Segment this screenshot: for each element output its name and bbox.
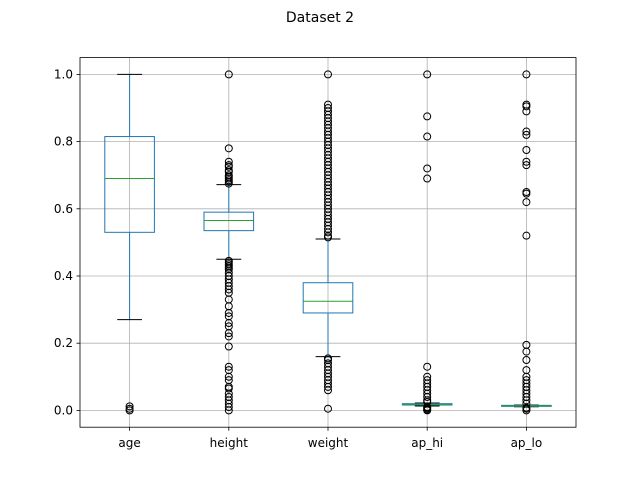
outlier-point: [522, 146, 531, 154]
outlier-point: [522, 198, 531, 207]
outlier-point: [224, 308, 233, 317]
outlier-point: [423, 174, 432, 183]
outlier-point: [423, 392, 432, 401]
outlier-point: [522, 127, 531, 136]
outlier-point: [224, 179, 233, 188]
outlier-point: [224, 144, 233, 153]
box-ap_lo: [501, 70, 552, 415]
box-age: [104, 73, 155, 415]
outlier-point: [125, 404, 134, 413]
axes: 0.0 0.2 0.4 0.6 0.8 1.0 age height weight ap_hi ap…: [54, 67, 542, 450]
outlier-point: [423, 70, 432, 79]
iqr-box: [302, 282, 354, 314]
outlier-point: [423, 132, 432, 141]
outlier-point: [224, 285, 233, 294]
x-tick-label-weight: weight: [308, 436, 349, 450]
box-height: [203, 70, 255, 415]
outlier-point: [522, 231, 531, 240]
x-tick-label-age: age: [118, 436, 140, 450]
y-tick-label: 0.2: [54, 336, 73, 350]
y-tick-label: 0.8: [54, 135, 73, 149]
outlier-point: [522, 356, 531, 364]
outlier-point: [522, 107, 531, 116]
plot-frame: [79, 57, 577, 428]
outlier-point: [224, 162, 233, 171]
outlier-point: [224, 403, 233, 412]
outlier-point: [522, 102, 531, 111]
outlier-point: [423, 112, 432, 121]
outlier-point: [522, 347, 531, 356]
outlier-point: [224, 319, 233, 328]
outlier-point: [324, 404, 332, 413]
iqr-box: [203, 211, 255, 232]
outlier-point: [224, 329, 233, 338]
outlier-point: [324, 386, 332, 395]
outlier-point: [224, 342, 233, 351]
outlier-point: [224, 372, 233, 381]
outlier-point: [324, 228, 332, 237]
outlier-point: [324, 233, 332, 242]
outlier-point: [522, 157, 531, 166]
y-tick-label: 0.6: [54, 202, 73, 216]
chart-title: Dataset 2: [286, 10, 354, 26]
outlier-point: [224, 70, 233, 79]
outlier-point: [423, 164, 432, 173]
outlier-point: [522, 161, 531, 170]
outlier-point: [522, 70, 531, 79]
box-weight: [302, 70, 354, 413]
outlier-point: [224, 332, 233, 341]
outlier-point: [522, 130, 531, 139]
y-tick-label: 0.4: [54, 269, 73, 283]
outlier-point: [423, 406, 432, 415]
outlier-point: [224, 384, 233, 393]
outlier-point: [224, 406, 233, 415]
x-tick-label-height: height: [210, 436, 249, 450]
outlier-point: [522, 189, 531, 198]
outlier-point: [224, 362, 233, 371]
iqr-box: [104, 136, 155, 233]
x-tick-label-ap_hi: ap_hi: [411, 436, 443, 450]
outlier-point: [224, 157, 233, 166]
outlier-point: [324, 70, 332, 79]
x-tick-label-ap_lo: ap_lo: [511, 436, 543, 450]
box-series: [104, 70, 552, 415]
outlier-point: [125, 402, 134, 411]
y-tick-label: 0.0: [54, 403, 73, 417]
outlier-point: [324, 382, 332, 391]
outlier-point: [423, 362, 432, 371]
y-tick-label: 1.0: [54, 67, 73, 81]
box-ap_hi: [401, 70, 453, 415]
outlier-point: [522, 406, 531, 415]
